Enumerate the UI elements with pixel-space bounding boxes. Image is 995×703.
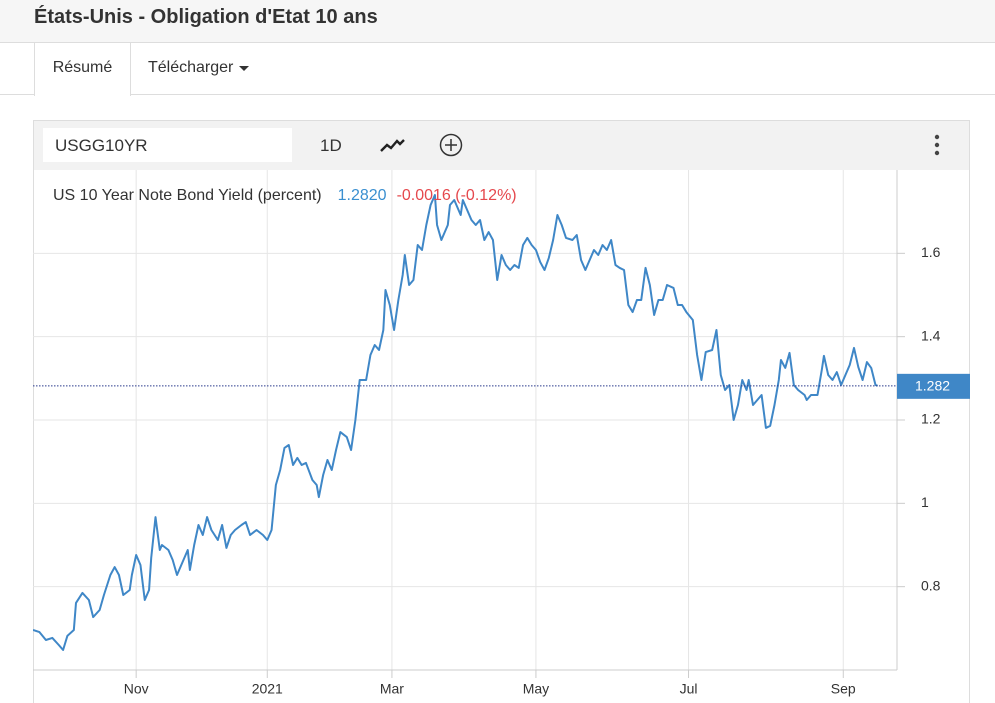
x-tick-label: Mar xyxy=(380,681,404,697)
symbol-input[interactable]: USGG10YR xyxy=(43,128,292,162)
header xyxy=(0,0,995,43)
legend: US 10 Year Note Bond Yield (percent) 1.28… xyxy=(53,187,517,204)
legend-change: -0.0016 (-0.12%) xyxy=(397,187,517,204)
data-line xyxy=(33,194,879,651)
interval-button[interactable]: 1D xyxy=(320,136,342,155)
last-value-box xyxy=(897,373,970,399)
chart-panel xyxy=(33,120,970,703)
x-tick-label: May xyxy=(523,681,549,697)
caret xyxy=(238,65,249,71)
chart-type-button[interactable] xyxy=(378,135,406,157)
tab[interactable]: Télécharger xyxy=(148,43,250,95)
compare-button[interactable] xyxy=(438,132,464,158)
tab-label[interactable]: Télécharger xyxy=(148,59,234,76)
x-tick-label: Jul xyxy=(680,681,698,697)
page-title: États-Unis - Obligation d'Etat 10 ans xyxy=(34,6,378,28)
tab[interactable]: Résumé xyxy=(34,43,131,96)
menu-button[interactable] xyxy=(930,132,944,158)
y-tick-label: 1.6 xyxy=(921,244,941,260)
x-tick-label: Sep xyxy=(831,681,856,697)
y-tick-label: 1.4 xyxy=(921,327,941,343)
plot xyxy=(33,194,879,651)
y-tick-label: 1 xyxy=(921,494,929,510)
chart: 0.8 1 1.2 1.4 1.6 Nov 2021 Mar May Jul Sep 1.282 US … xyxy=(33,170,970,697)
y-tick-label: 1.2 xyxy=(921,411,941,427)
tab-bar xyxy=(0,43,995,95)
x-tick-label: Nov xyxy=(124,681,149,697)
y-tick-label: 0.8 xyxy=(921,577,941,593)
legend-value: 1.2820 xyxy=(338,187,387,204)
legend-series-name: US 10 Year Note Bond Yield (percent) xyxy=(53,187,322,204)
last-value-label: 1.282 xyxy=(915,378,950,394)
x-tick-label: 2021 xyxy=(252,681,283,697)
